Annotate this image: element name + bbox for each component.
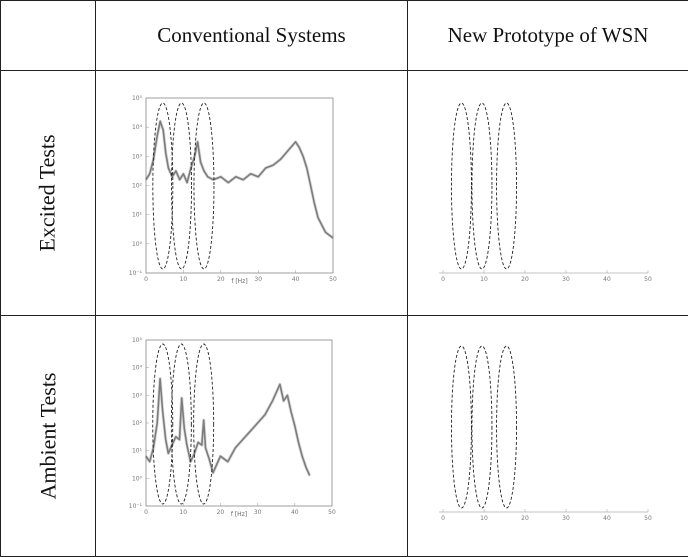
ambient-conventional-cell: 0 10 20 30 40 50 10⁵ 10⁴ 10³ 10² 10¹ 10⁰ 10⁻¹ f [Hz]: [96, 316, 408, 557]
excited-conventional-cell: 0 10 20 30 40 50 10⁵ 10⁴ 10³ 10² 10¹ 10⁰ 10⁻¹ f [Hz]: [96, 71, 408, 316]
excited-tests-row: Excited Tests 0 10 20 30 40 50 10⁵ 10⁴ 10³ 10² 10¹…: [1, 71, 688, 316]
x-tick-label: 20: [521, 515, 529, 522]
y-tick-label: 10⁴: [132, 365, 143, 372]
x-tick-label: 20: [217, 509, 225, 516]
highlight-oval: [194, 103, 214, 269]
excited-tests-label: Excited Tests: [35, 134, 61, 251]
x-tick-label: 0: [144, 509, 148, 516]
x-tick-label: 20: [521, 276, 529, 283]
x-tick-label: 40: [603, 276, 611, 283]
y-tick-label: 10⁻¹: [129, 270, 143, 277]
y-tick-label: 10⁵: [132, 95, 143, 102]
spectrum-noise-band: [146, 121, 333, 238]
x-tick-label: 10: [179, 509, 187, 516]
y-tick-label: 10²: [132, 183, 143, 190]
excited-tests-label-cell: Excited Tests: [1, 71, 96, 316]
plot-frame: [146, 98, 333, 273]
ambient-conventional-chart: 0 10 20 30 40 50 10⁵ 10⁴ 10³ 10² 10¹ 10⁰ 10⁻¹ f [Hz]: [96, 316, 407, 556]
ambient-wsn-chart: 0 10 20 30 40 50: [408, 316, 688, 556]
y-tick-label: 10⁻¹: [129, 503, 143, 510]
header-new-prototype-wsn: New Prototype of WSN: [408, 1, 688, 71]
x-tick-label: 0: [144, 276, 148, 283]
x-tick-label: 50: [328, 509, 336, 516]
highlight-oval: [172, 103, 192, 269]
x-tick-label: 50: [329, 276, 337, 283]
ambient-tests-label-cell: Ambient Tests: [1, 316, 96, 557]
y-tick-label: 10⁴: [132, 124, 143, 131]
y-tick-label: 10⁰: [132, 475, 143, 482]
x-tick-label: 40: [292, 276, 300, 283]
highlight-oval: [451, 103, 471, 269]
highlight-oval: [497, 103, 517, 269]
excited-wsn-chart: 0 10 20 30 40 50: [408, 71, 688, 315]
x-axis-label: f [Hz]: [231, 278, 247, 285]
y-tick-label: 10³: [132, 153, 143, 160]
y-tick-label: 10⁵: [132, 337, 143, 344]
header-empty-cell: [1, 1, 96, 71]
header-conventional-systems: Conventional Systems: [96, 1, 408, 71]
x-tick-label: 30: [254, 276, 262, 283]
x-tick-label: 50: [644, 515, 652, 522]
y-tick-label: 10¹: [132, 212, 143, 219]
x-tick-label: 10: [480, 515, 488, 522]
y-tick-label: 10¹: [132, 448, 143, 455]
ambient-wsn-cell: 0 10 20 30 40 50: [408, 316, 688, 557]
x-tick-label: 30: [254, 509, 262, 516]
y-tick-label: 10³: [132, 392, 143, 399]
x-tick-label: 30: [562, 515, 570, 522]
x-tick-label: 30: [562, 276, 570, 283]
header-row: Conventional Systems New Prototype of WS…: [1, 1, 688, 71]
highlight-oval: [497, 346, 517, 508]
x-axis-label: f [Hz]: [231, 511, 247, 518]
ambient-tests-row: Ambient Tests 0 10 20 30 40 50 10⁵ 10⁴ 10³ 10² 10¹…: [1, 316, 688, 557]
x-tick-label: 50: [644, 276, 652, 283]
x-tick-label: 20: [217, 276, 225, 283]
x-tick-label: 0: [441, 276, 445, 283]
x-tick-label: 0: [441, 515, 445, 522]
x-tick-label: 10: [480, 276, 488, 283]
x-tick-label: 10: [180, 276, 188, 283]
excited-conventional-chart: 0 10 20 30 40 50 10⁵ 10⁴ 10³ 10² 10¹ 10⁰ 10⁻¹ f [Hz]: [96, 71, 407, 315]
x-tick-label: 40: [603, 515, 611, 522]
ambient-tests-label: Ambient Tests: [35, 373, 61, 500]
excited-wsn-cell: 0 10 20 30 40 50: [408, 71, 688, 316]
highlight-oval: [472, 103, 492, 269]
highlight-oval: [472, 346, 492, 508]
spectrum-noise-band: [146, 379, 310, 476]
x-tick-label: 40: [291, 509, 299, 516]
y-tick-label: 10⁰: [132, 241, 143, 248]
highlight-oval: [451, 346, 471, 508]
y-tick-label: 10²: [132, 420, 143, 427]
